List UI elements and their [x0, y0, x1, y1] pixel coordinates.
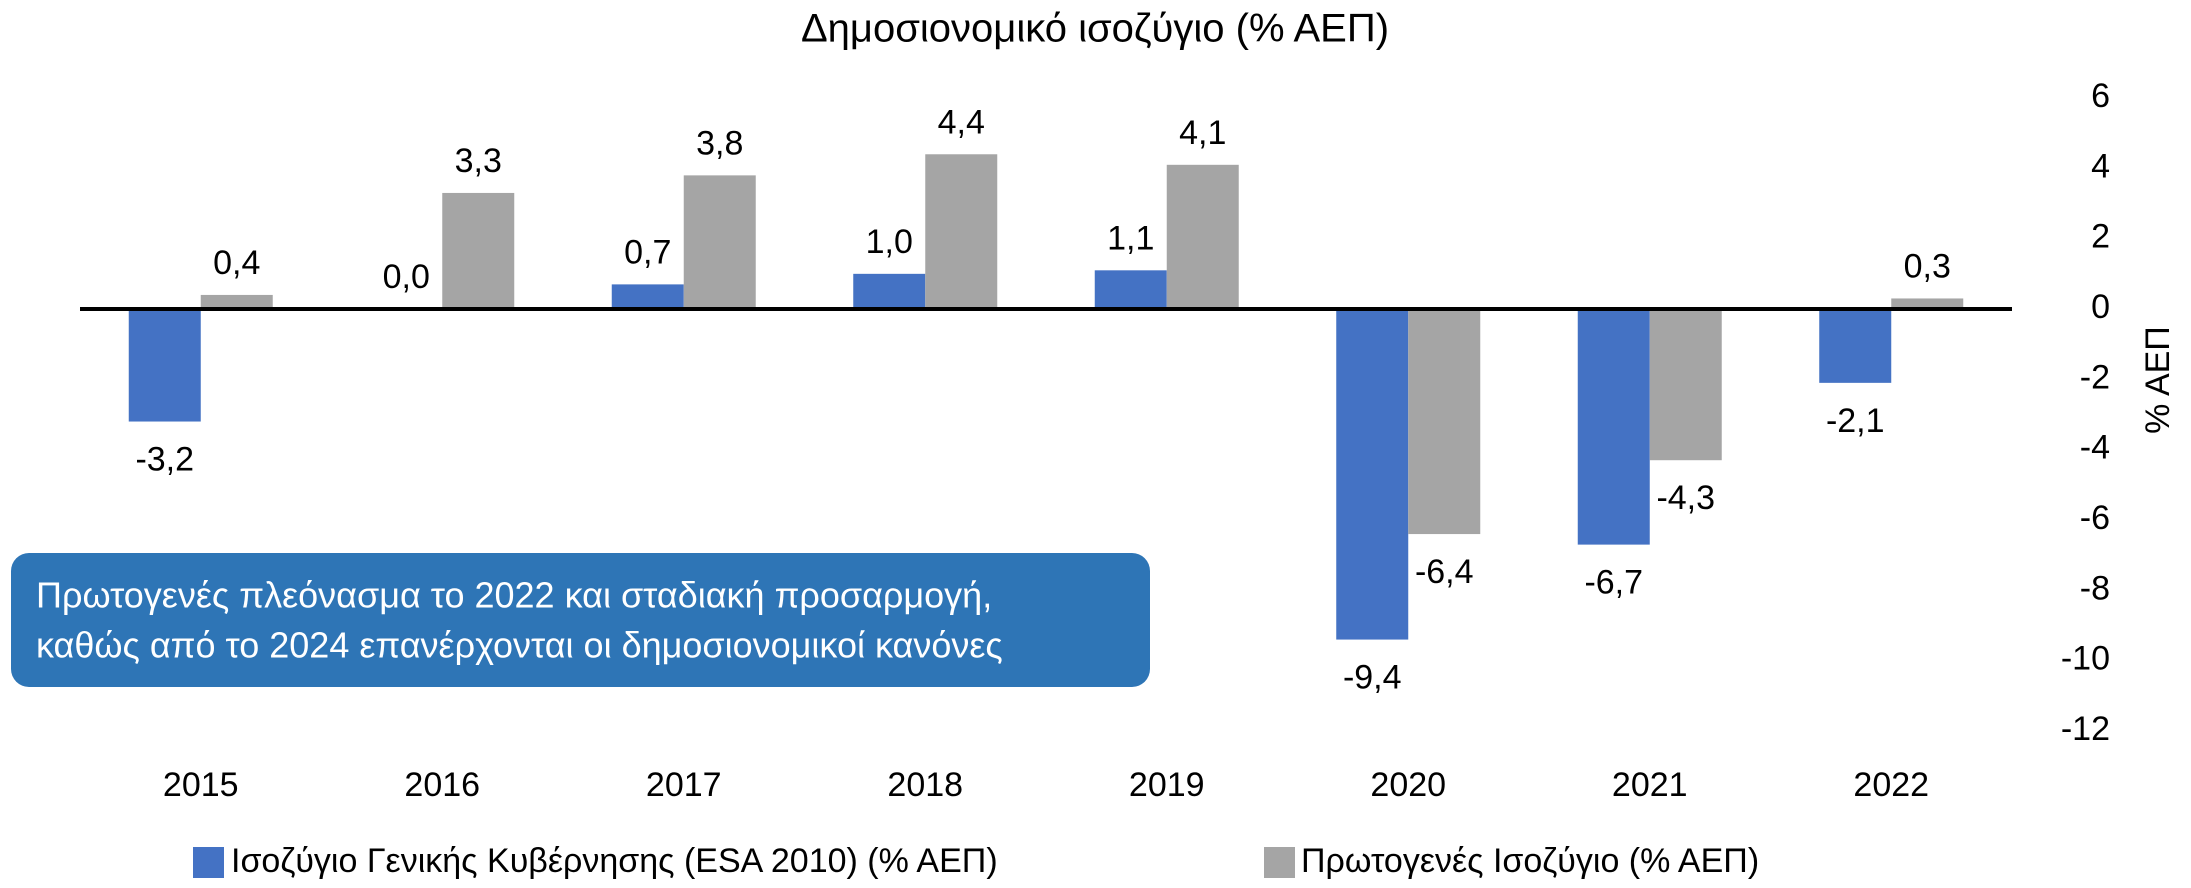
data-label: 0,7 [624, 233, 671, 271]
data-label: 3,8 [696, 124, 743, 162]
data-label: -6,7 [1584, 564, 1643, 602]
legend-label: Πρωτογενές Ισοζύγιο (% ΑΕΠ) [1301, 842, 1759, 880]
x-tick-label: 2017 [646, 766, 722, 804]
data-label: 0,4 [213, 244, 260, 282]
bar [1819, 309, 1892, 383]
x-tick-label: 2020 [1370, 766, 1446, 804]
y-tick-label: 0 [2091, 288, 2110, 326]
bar [200, 294, 273, 309]
bar [1408, 309, 1481, 535]
y-tick-label: 4 [2091, 147, 2110, 185]
bar [1649, 309, 1722, 461]
y-axis-label: % ΑΕΠ [2139, 326, 2177, 434]
y-tick-label: 2 [2091, 218, 2110, 256]
data-label: -4,3 [1656, 479, 1715, 517]
data-label: 4,4 [938, 103, 985, 141]
annotation-box [11, 553, 1150, 687]
annotation-line: Πρωτογενές πλεόνασμα το 2022 και σταδιακ… [36, 575, 992, 616]
data-label: 4,1 [1179, 114, 1226, 152]
y-tick-label: 6 [2091, 77, 2110, 115]
x-tick-label: 2019 [1129, 766, 1205, 804]
x-tick-label: 2022 [1853, 766, 1929, 804]
y-tick-label: -12 [2061, 710, 2110, 748]
bar [128, 309, 201, 422]
y-tick-label: -4 [2080, 429, 2110, 467]
bar [442, 192, 515, 309]
data-label: 0,0 [383, 258, 430, 296]
data-label: -9,4 [1343, 659, 1402, 697]
y-tick-label: -10 [2061, 640, 2110, 678]
annotation-line: καθώς από το 2024 επανέρχονται οι δημοσι… [36, 625, 1003, 666]
x-tick-label: 2015 [163, 766, 239, 804]
y-tick-label: -6 [2080, 499, 2110, 537]
x-tick-label: 2018 [887, 766, 963, 804]
bar [925, 154, 998, 309]
data-label: 0,3 [1904, 247, 1951, 285]
bar [1166, 164, 1239, 309]
data-label: 1,1 [1107, 219, 1154, 257]
data-label: -2,1 [1826, 402, 1885, 440]
x-tick-label: 2021 [1612, 766, 1688, 804]
bar [1094, 270, 1167, 309]
bar [1336, 309, 1409, 640]
bar [1891, 298, 1964, 309]
legend-swatch [193, 847, 224, 878]
data-label: 1,0 [866, 223, 913, 261]
bar [611, 284, 684, 309]
bar [853, 273, 926, 309]
legend-label: Ισοζύγιο Γενικής Κυβέρνησης (ESA 2010) (… [231, 842, 998, 880]
data-label: -6,4 [1415, 553, 1474, 591]
chart-title: Δημοσιονομικό ισοζύγιο (% ΑΕΠ) [801, 7, 1389, 51]
legend-swatch [1264, 847, 1295, 878]
data-label: 3,3 [455, 142, 502, 180]
bar [1577, 309, 1650, 545]
y-tick-label: -2 [2080, 358, 2110, 396]
data-label: -3,2 [135, 441, 194, 479]
x-tick-label: 2016 [404, 766, 480, 804]
bar [683, 175, 756, 309]
y-tick-label: -8 [2080, 569, 2110, 607]
